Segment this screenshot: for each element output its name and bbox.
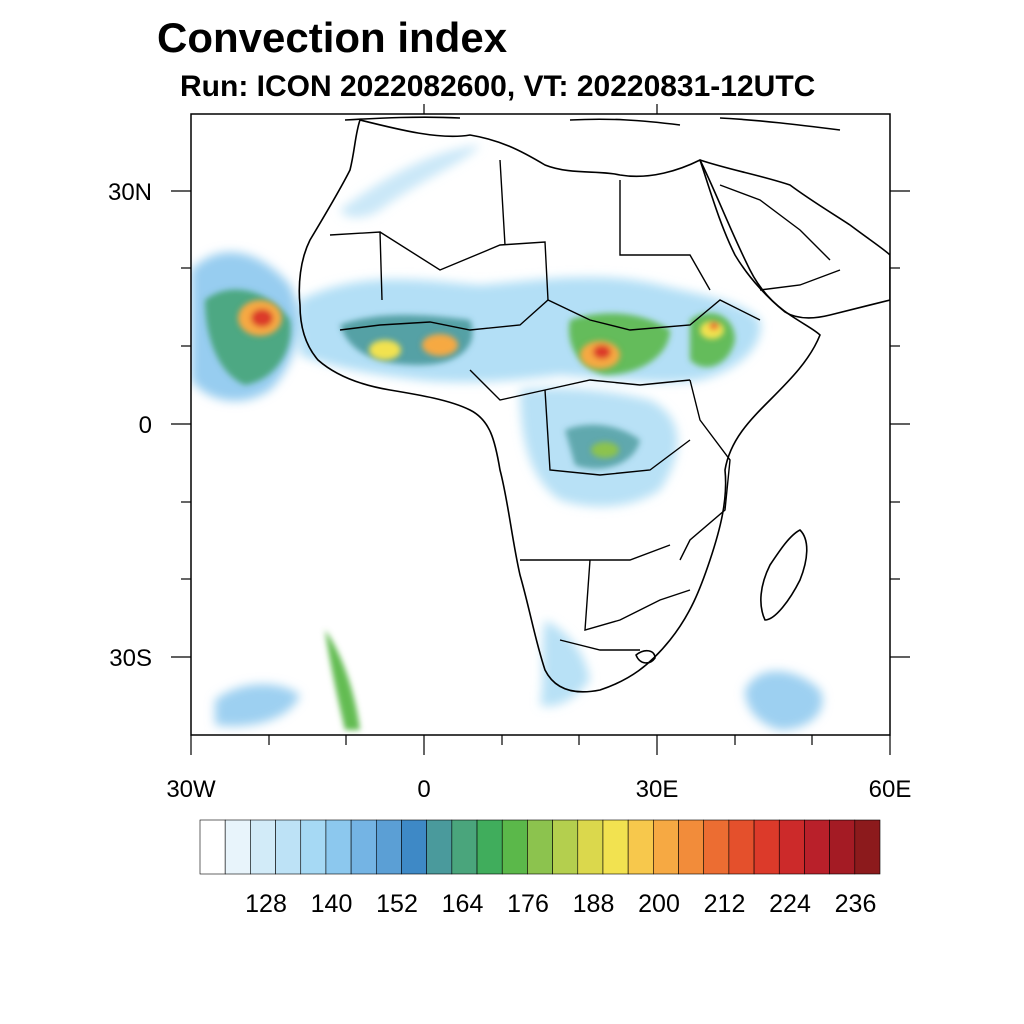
colorbar-box bbox=[527, 819, 553, 875]
core-westafrica-orange bbox=[422, 334, 458, 356]
colorbar-box bbox=[627, 819, 654, 875]
mediterranean-coast bbox=[344, 116, 841, 131]
map-title: Convection index bbox=[157, 14, 508, 61]
border-arabia bbox=[719, 184, 841, 291]
colorbar-tick-label: 212 bbox=[704, 890, 746, 918]
colorbar-box bbox=[577, 819, 604, 875]
coastlines bbox=[298, 116, 890, 693]
colorbar-tick-label: 176 bbox=[507, 890, 549, 918]
colorbar-box bbox=[224, 819, 251, 875]
core-westafrica-yellow bbox=[369, 340, 401, 360]
colorbar-box bbox=[728, 819, 755, 875]
colorbar bbox=[199, 819, 881, 875]
core-sudan-red bbox=[593, 345, 611, 359]
colorbar-tick-label: 152 bbox=[376, 890, 418, 918]
colorbar-box bbox=[300, 819, 327, 875]
colorbar-box bbox=[375, 819, 402, 875]
lat-label-30s: 30S bbox=[109, 645, 152, 672]
core-atlantic-red bbox=[251, 309, 273, 327]
lon-label-60e: 60E bbox=[869, 776, 912, 803]
colorbar-box bbox=[854, 819, 881, 875]
country-borders bbox=[329, 159, 841, 651]
colorbar-box bbox=[451, 819, 478, 875]
field-north-africa-light bbox=[340, 145, 480, 218]
arabia-coastline bbox=[699, 159, 890, 319]
border-sahel bbox=[339, 299, 761, 331]
border-central bbox=[469, 369, 691, 476]
colorbar-tick-label: 236 bbox=[835, 890, 877, 918]
colorbar-tick-label: 200 bbox=[638, 890, 680, 918]
field-indian-ocean-light bbox=[745, 671, 823, 730]
colorbar-tick-label: 140 bbox=[311, 890, 353, 918]
border-east bbox=[679, 379, 731, 561]
field-south-africa-light bbox=[540, 620, 590, 707]
colorbar-box bbox=[602, 819, 629, 875]
field-southern-ocean-light bbox=[215, 684, 300, 727]
border-south bbox=[520, 544, 691, 651]
southern-africa-island bbox=[635, 649, 656, 664]
colorbar-box bbox=[552, 819, 579, 875]
colorbar-labels: 128 140 152 164 176 188 200 212 224 236 bbox=[245, 890, 876, 918]
lat-label-30n: 30N bbox=[108, 179, 152, 206]
lon-label-30w: 30W bbox=[166, 776, 216, 803]
axis-ticks bbox=[171, 104, 910, 755]
colorbar-tick-label: 224 bbox=[769, 890, 811, 918]
colorbar-box bbox=[476, 819, 503, 875]
map-subtitle: Run: ICON 2022082600, VT: 20220831-12UTC bbox=[180, 70, 816, 103]
core-ethiopia-red bbox=[709, 322, 719, 330]
lon-label-30e: 30E bbox=[636, 776, 679, 803]
colorbar-box bbox=[501, 819, 528, 875]
africa-coastline bbox=[298, 119, 821, 693]
colorbar-tick-label: 188 bbox=[573, 890, 615, 918]
colorbar-box bbox=[804, 819, 830, 875]
lat-label-0: 0 bbox=[139, 412, 152, 439]
colorbar-box bbox=[653, 819, 679, 875]
colorbar-box bbox=[401, 819, 427, 875]
border-sahara-1 bbox=[329, 231, 549, 301]
colorbar-box bbox=[275, 819, 302, 875]
colorbar-box bbox=[350, 819, 377, 875]
border-sahara-2 bbox=[499, 159, 711, 291]
colorbar-box bbox=[250, 819, 276, 875]
lon-label-0: 0 bbox=[417, 776, 430, 803]
core-congo-green bbox=[591, 442, 619, 458]
colorbar-box bbox=[678, 819, 705, 875]
colorbar-box bbox=[778, 819, 805, 875]
convection-field bbox=[191, 145, 823, 730]
colorbar-tick-label: 164 bbox=[442, 890, 484, 918]
colorbar-box bbox=[829, 819, 856, 875]
field-southatlantic-band bbox=[325, 630, 360, 730]
colorbar-box bbox=[325, 819, 352, 875]
colorbar-box bbox=[426, 819, 453, 875]
colorbar-box bbox=[703, 819, 730, 875]
madagascar-coastline bbox=[760, 529, 808, 621]
colorbar-tick-label: 128 bbox=[245, 890, 287, 918]
colorbar-box bbox=[753, 819, 780, 875]
colorbar-box bbox=[199, 819, 226, 875]
